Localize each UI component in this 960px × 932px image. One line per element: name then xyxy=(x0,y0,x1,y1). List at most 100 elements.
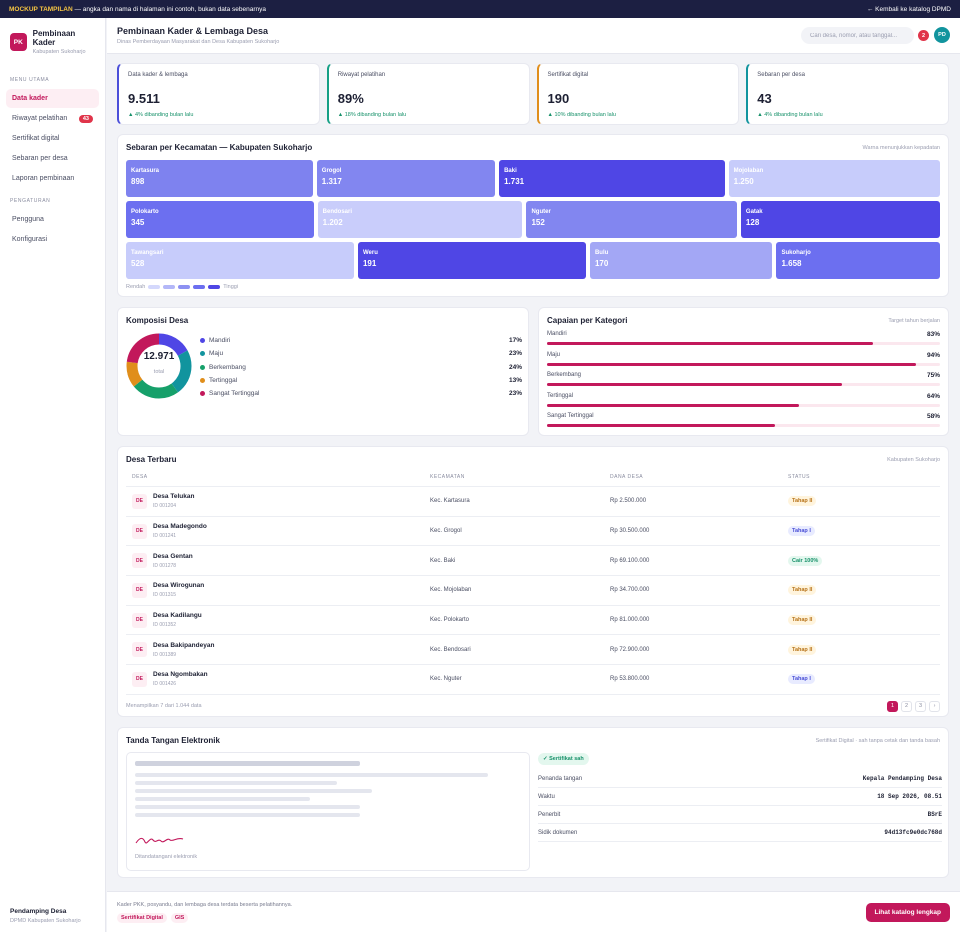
progress-track xyxy=(547,424,940,427)
tile-name: Bendosari xyxy=(322,209,353,215)
search-input[interactable] xyxy=(801,27,914,44)
notification-badge[interactable]: 2 xyxy=(918,30,929,41)
donut-slice-berkembang xyxy=(126,333,192,399)
avatar[interactable]: PD xyxy=(934,27,950,43)
desa-id: ID 001352 xyxy=(153,622,177,629)
desa-avatar: DE xyxy=(132,493,147,509)
detail-row: Waktu 18 Sep 2026, 08.51 xyxy=(538,788,942,806)
sidebar-item-data-kader[interactable]: Data kader xyxy=(6,89,99,108)
sidebar-item-konfigurasi[interactable]: Konfigurasi xyxy=(6,230,99,249)
status-badge: Tahap I xyxy=(788,526,815,537)
desa-cell: DE Desa Telukan ID 001204 xyxy=(132,493,430,509)
dana-cell: Rp 69.100.000 xyxy=(610,557,650,564)
document-heading-line xyxy=(135,761,360,766)
treemap-tile-baki[interactable]: Baki 1.731 xyxy=(499,160,725,197)
desa-name[interactable]: Desa Kadilangu xyxy=(153,612,202,620)
sidebar-item-label: Pengguna xyxy=(12,216,44,223)
desa-name[interactable]: Desa Telukan xyxy=(153,493,195,501)
document-preview: Ditandatangani elektronik xyxy=(126,752,530,871)
treemap-tile-polokarto[interactable]: Polokarto 345 xyxy=(126,201,314,238)
desa-avatar: DE xyxy=(132,553,147,569)
legend-name: Mandiri xyxy=(209,337,231,345)
next-page-button[interactable]: › xyxy=(929,700,940,712)
page-footer: Kader PKK, posyandu, dan lembaga desa te… xyxy=(107,891,960,932)
donut-total-value: 12.971 xyxy=(143,351,175,362)
page-button-1[interactable]: 1 xyxy=(887,700,898,712)
table-row[interactable]: DE Desa Kadilangu ID 001352 Kec. Polokarto R… xyxy=(126,606,940,636)
treemap-tile-weru[interactable]: Weru 191 xyxy=(357,242,586,279)
desa-name[interactable]: Desa Madegondo xyxy=(153,523,207,531)
sidebar-item-riwayat-pelatihan[interactable]: Riwayat pelatihan 43 xyxy=(6,109,99,128)
status-cell: Tahap II xyxy=(788,496,934,507)
treemap-tile-tawangsari[interactable]: Tawangsari 528 xyxy=(126,242,354,279)
treemap-card: Sebaran per Kecamatan — Kabupaten Sukoha… xyxy=(117,134,949,297)
desa-name[interactable]: Desa Bakipandeyan xyxy=(153,641,215,649)
back-to-catalog-link[interactable]: ← Kembali ke katalog DPMD xyxy=(866,5,951,13)
desa-name[interactable]: Desa Wirogunan xyxy=(153,582,205,590)
status-badge: Tahap I xyxy=(788,674,815,685)
stat-card-riwayat-pelatihan: Riwayat pelatihan 89% ▲ 18% dibanding bu… xyxy=(326,63,530,125)
table-row[interactable]: DE Desa Ngombakan ID 001426 Kec. Nguter Rp 5… xyxy=(126,665,940,695)
column-header-status[interactable]: STATUS xyxy=(788,474,810,480)
legend-swatch xyxy=(208,285,221,289)
treemap-tile-nguter[interactable]: Nguter 152 xyxy=(526,201,737,238)
view-catalog-button[interactable]: Lihat katalog lengkap xyxy=(865,903,950,922)
table-row[interactable]: DE Desa Gentan ID 001278 Kec. Baki Rp 69.100… xyxy=(126,546,940,577)
status-badge: Tahap II xyxy=(788,496,817,507)
sidebar-item-laporan-pembinaan[interactable]: Laporan pembinaan xyxy=(6,169,99,188)
column-header-desa[interactable]: DESA xyxy=(132,474,148,480)
treemap-tile-sukoharjo[interactable]: Sukoharjo 1.658 xyxy=(776,242,940,279)
dana-cell: Rp 2.500.000 xyxy=(610,498,647,505)
table-row[interactable]: DE Desa Madegondo ID 001241 Kec. Grogol Rp 3… xyxy=(126,517,940,547)
banner-text: — angka dan nama di halaman ini contoh, … xyxy=(72,5,267,13)
progress-item: Maju 94% xyxy=(547,352,940,373)
tile-name: Weru xyxy=(362,250,378,256)
tile-name: Kartasura xyxy=(131,168,160,174)
desa-cell: DE Desa Kadilangu ID 001352 xyxy=(132,612,430,628)
progress-percent: 83% xyxy=(926,331,940,338)
tile-value: 345 xyxy=(131,218,145,227)
document-text-line xyxy=(135,813,360,817)
desa-name[interactable]: Desa Gentan xyxy=(153,552,193,560)
tile-value: 128 xyxy=(745,218,760,227)
treemap-tile-mojolaban[interactable]: Mojolaban 1.250 xyxy=(728,160,940,197)
user-name: Pendamping Desa xyxy=(10,908,67,915)
table-row[interactable]: DE Desa Wirogunan ID 001315 Kec. Mojolaban R… xyxy=(126,576,940,606)
treemap-tile-bendosari[interactable]: Bendosari 1.202 xyxy=(317,201,523,238)
desa-avatar: DE xyxy=(132,671,147,687)
treemap-tile-grogol[interactable]: Grogol 1.317 xyxy=(316,160,496,197)
sidebar-item-sertifikat-digital[interactable]: Sertifikat digital xyxy=(6,129,99,148)
brand: PK Pembinaan Kader Kabupaten Sukoharjo xyxy=(0,18,105,55)
desa-info: Desa Kadilangu ID 001352 xyxy=(153,612,202,628)
treemap-tile-kartasura[interactable]: Kartasura 898 xyxy=(126,160,313,197)
stat-cards: Data kader & lembaga 9.511 ▲ 4% dibandin… xyxy=(117,63,949,125)
table-row[interactable]: DE Desa Telukan ID 001204 Kec. Kartasura Rp … xyxy=(126,487,940,517)
document-text-line xyxy=(135,781,337,785)
treemap-tile-gatak[interactable]: Gatak 128 xyxy=(740,201,940,238)
page-button-3[interactable]: 3 xyxy=(915,700,926,712)
status-badge: Tahap II xyxy=(788,615,817,626)
stat-value: 190 xyxy=(547,91,570,106)
progress-header: Berkembang 75% xyxy=(547,372,940,379)
table-row[interactable]: DE Desa Bakipandeyan ID 001389 Kec. Bendosa… xyxy=(126,635,940,666)
desa-info: Desa Ngombakan ID 001426 xyxy=(153,671,208,687)
sidebar-item-sebaran-per-desa[interactable]: Sebaran per desa xyxy=(6,149,99,168)
page-header: Pembinaan Kader & Lembaga Desa Dinas Pem… xyxy=(107,18,960,54)
treemap-row: Kartasura 898 Grogol 1.317 Baki 1.731 Mojolaba… xyxy=(126,160,940,197)
tile-value: 1.202 xyxy=(322,218,343,227)
legend-name: Maju xyxy=(209,350,224,358)
page-button-2[interactable]: 2 xyxy=(901,700,912,712)
column-header-kecamatan[interactable]: KECAMATAN xyxy=(430,474,465,480)
column-header-dana-desa[interactable]: DANA DESA xyxy=(610,474,644,480)
progress-fill xyxy=(547,342,874,345)
desa-name[interactable]: Desa Ngombakan xyxy=(153,671,208,679)
legend-item: Berkembang 24% xyxy=(200,361,522,374)
dana-cell: Rp 53.800.000 xyxy=(610,676,650,683)
banner-tag: MOCKUP TAMPILAN xyxy=(9,5,73,13)
sidebar-item-pengguna[interactable]: Pengguna xyxy=(6,210,99,229)
progress-percent: 75% xyxy=(926,372,940,379)
kecamatan-cell: Kec. Polokarto xyxy=(430,617,470,624)
mockup-banner: MOCKUP TAMPILAN — angka dan nama di hala… xyxy=(0,0,960,18)
treemap-tile-bulu[interactable]: Bulu 170 xyxy=(589,242,773,279)
progress-header: Sangat Tertinggal 58% xyxy=(547,413,940,420)
